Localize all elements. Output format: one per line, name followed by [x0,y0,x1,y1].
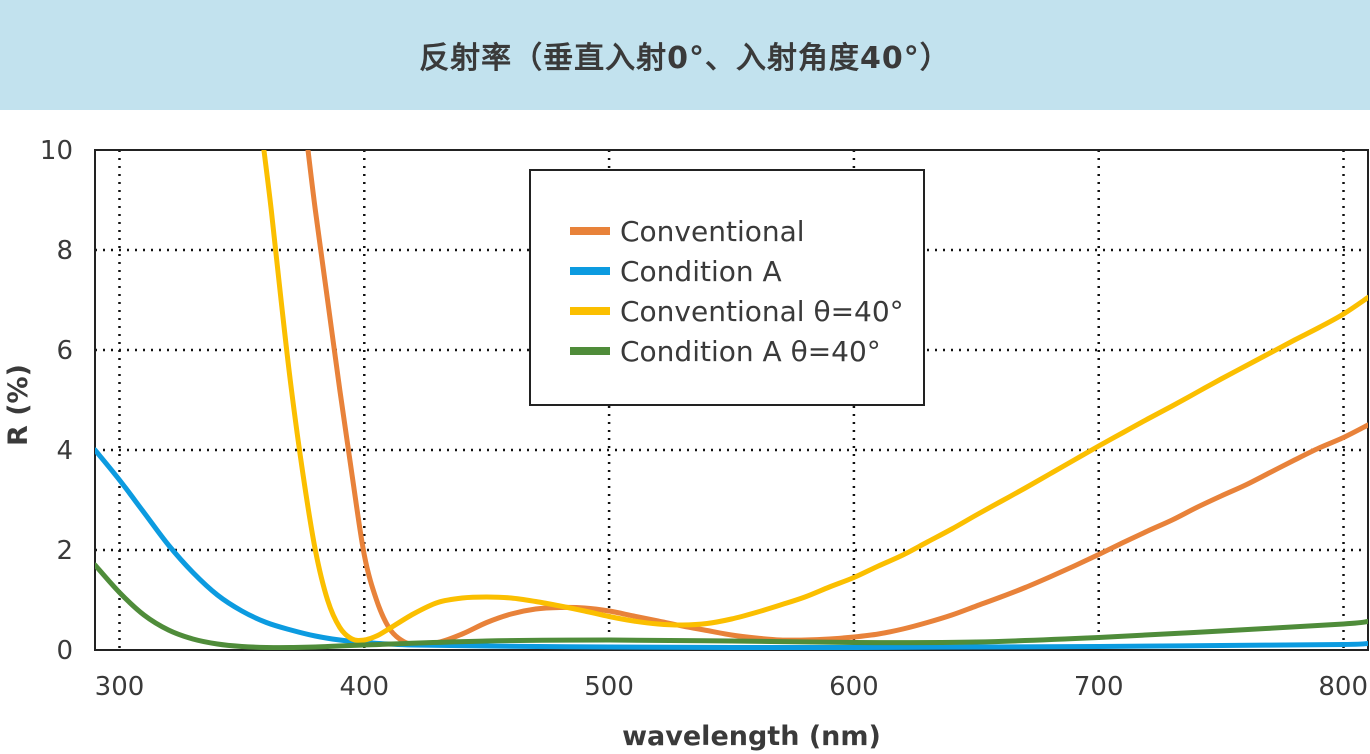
legend-label: Condition A θ=40° [620,335,881,368]
y-tick-label: 6 [56,336,73,366]
x-tick-label: 800 [1318,672,1368,702]
x-tick-label: 700 [1074,672,1124,702]
y-tick-label: 2 [56,536,73,566]
x-tick-label: 400 [339,672,389,702]
legend: Conventional Condition A Conventional θ=40… [529,169,925,406]
x-axis-label: wavelength (nm) [622,721,881,752]
series-line-3 [261,150,1368,643]
y-tick-label: 4 [56,436,73,466]
legend-box [529,169,925,406]
legend-label: Conventional θ=40° [620,295,904,328]
y-axis-label: R (%) [3,364,34,446]
x-tick-label: 300 [95,672,145,702]
x-tick-label: 500 [584,672,634,702]
title-banner: 反射率（垂直入射0°、入射角度40°） [0,0,1370,110]
series-line-4 [95,562,1368,650]
x-tick-label: 600 [829,672,879,702]
grid [95,150,1368,650]
tick-labels: 300 400 500 600 700 800 0 2 4 6 8 10 [40,136,1368,702]
legend-label: Condition A [620,255,782,288]
chart-title: 反射率（垂直入射0°、入射角度40°） [419,41,951,76]
series-layer [95,150,1368,650]
y-tick-label: 10 [40,136,73,166]
y-tick-label: 0 [56,636,73,666]
legend-label: Conventional [620,215,805,248]
y-tick-label: 8 [56,236,73,266]
